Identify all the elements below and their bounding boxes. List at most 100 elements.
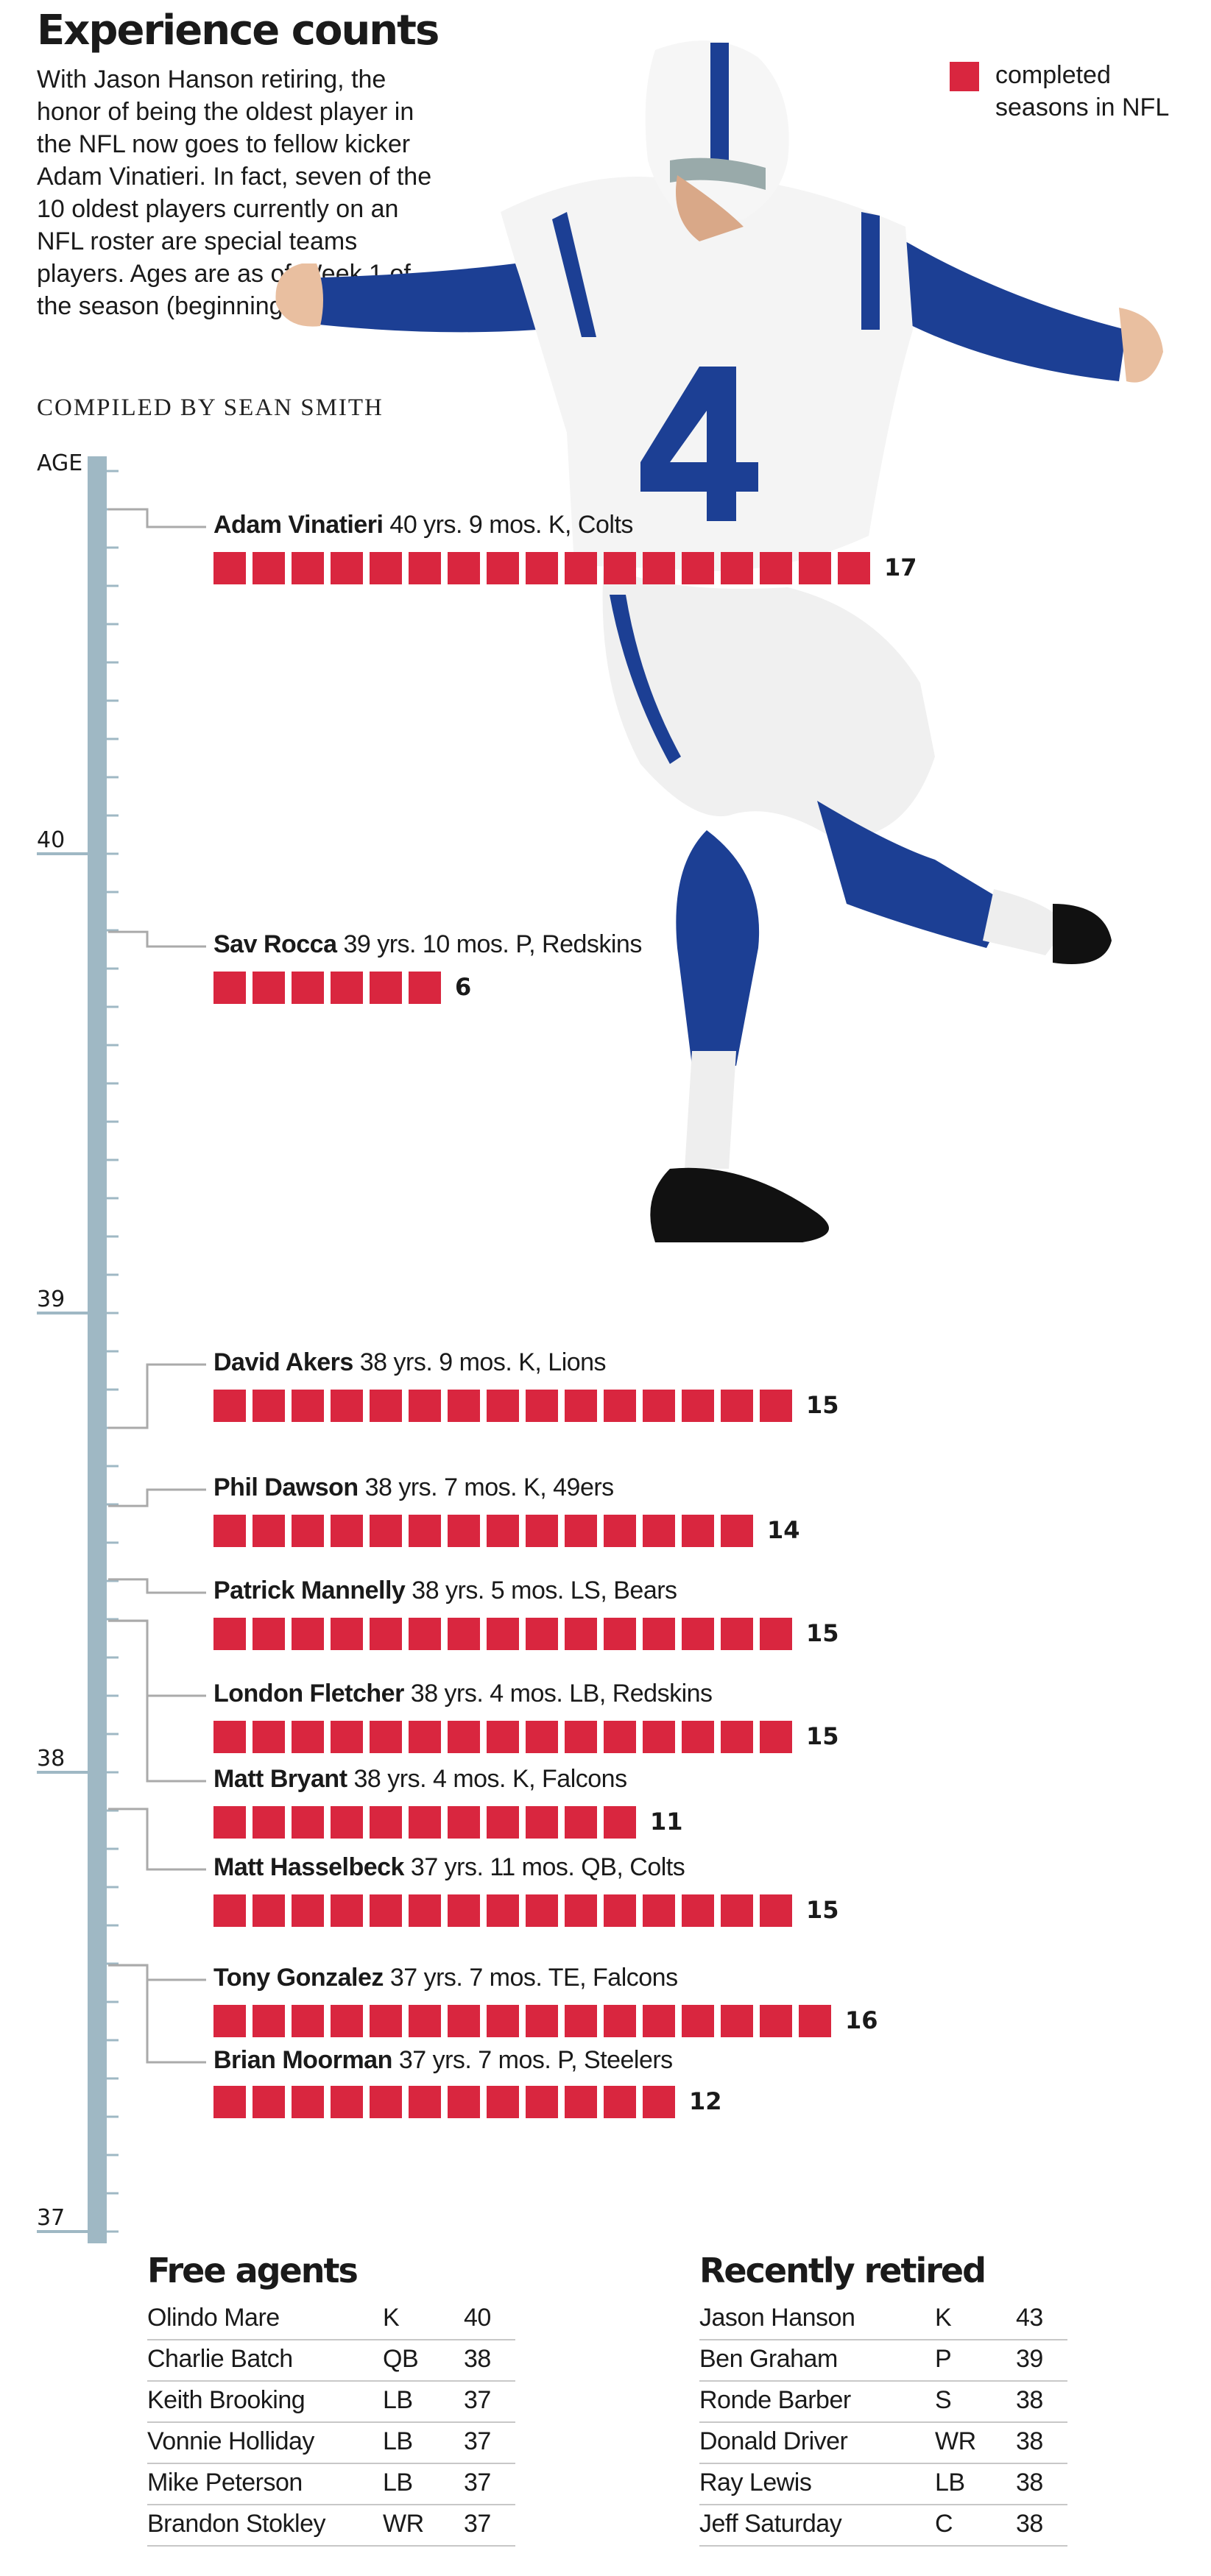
season-square [760,1618,792,1650]
season-square [370,1618,402,1650]
player-name-cell: Olindo Mare [147,2304,280,2332]
axis-bar [88,456,107,2243]
season-square [604,2086,636,2118]
connector-line [108,1363,206,1429]
player-name-cell: Donald Driver [699,2427,848,2455]
season-square [604,552,636,584]
legend-label: completed seasons in NFL [995,61,1170,121]
player-detail: 38 yrs. 7 mos. K, 49ers [364,1473,615,1501]
season-square [799,552,831,584]
age-cell: 37 [464,2386,491,2414]
season-square [604,2005,636,2037]
season-square [331,1721,363,1753]
season-square [409,1618,441,1650]
season-square [213,1618,246,1650]
season-square [448,2005,480,2037]
season-square [565,1806,597,1839]
table-row: Olindo Mare K 40 [147,2299,515,2340]
player-name-cell: Ben Graham [699,2345,838,2373]
season-square [487,1618,519,1650]
age-tick-label: 38 [37,1746,66,1772]
table-row: Keith Brooking LB 37 [147,2382,515,2423]
season-count-label: 16 [845,2006,878,2034]
season-square [643,2086,675,2118]
table-row: Donald Driver WR 38 [699,2423,1067,2464]
season-square [213,1390,246,1422]
season-square [565,1390,597,1422]
season-square [760,2005,792,2037]
season-square [253,1806,285,1839]
season-square [213,972,246,1004]
position-cell: LB [935,2469,965,2497]
season-square [526,2086,558,2118]
season-square [409,552,441,584]
player-label: Sav Rocca 39 yrs. 10 mos. P, Redskins [213,930,642,959]
player-label: Patrick Mannelly 38 yrs. 5 mos. LS, Bear… [213,1577,677,1605]
season-square [370,552,402,584]
season-square [760,1894,792,1927]
season-count-label: 15 [806,1391,839,1419]
table-row: Jason Hanson K 43 [699,2299,1067,2340]
player-name: Brian Moorman [213,2046,392,2074]
season-square [370,1721,402,1753]
season-square [409,1721,441,1753]
season-square [682,1894,714,1927]
season-square [331,2086,363,2118]
season-square [721,2005,753,2037]
season-square [721,1721,753,1753]
player-name-cell: Jason Hanson [699,2304,855,2332]
season-square [448,1721,480,1753]
player-detail: 38 yrs. 9 mos. K, Lions [359,1348,607,1376]
season-square [604,1721,636,1753]
season-count-label: 15 [806,1722,839,1750]
season-square [253,1390,285,1422]
season-square [409,1806,441,1839]
season-square [643,552,675,584]
season-square [370,2086,402,2118]
season-square [448,1390,480,1422]
season-count-label: 15 [806,1896,839,1924]
season-square [331,552,363,584]
season-square [448,2086,480,2118]
table-row: Vonnie Holliday LB 37 [147,2423,515,2464]
season-square [213,1806,246,1839]
season-count-label: 11 [650,1808,683,1836]
season-square [370,972,402,1004]
season-square [682,1618,714,1650]
player-label: Tony Gonzalez 37 yrs. 7 mos. TE, Falcons [213,1964,678,1992]
season-square [213,1894,246,1927]
player-name-cell: Ray Lewis [699,2469,812,2497]
season-square [409,1894,441,1927]
position-cell: P [935,2345,952,2373]
player-name-cell: Mike Peterson [147,2469,303,2497]
season-square [331,2005,363,2037]
age-cell: 37 [464,2510,491,2538]
season-square [487,2005,519,2037]
age-cell: 38 [1016,2510,1043,2538]
season-square [799,2005,831,2037]
player-detail: 40 yrs. 9 mos. K, Colts [389,511,633,539]
season-square [565,1894,597,1927]
season-square [213,2005,246,2037]
season-square [253,2005,285,2037]
season-square [604,1618,636,1650]
season-count-label: 15 [806,1619,839,1647]
season-square [682,552,714,584]
season-square [213,2086,246,2118]
player-detail: 38 yrs. 4 mos. K, Falcons [353,1765,627,1793]
player-name: London Fletcher [213,1680,404,1708]
season-square [253,552,285,584]
season-count-label: 6 [455,973,472,1001]
season-square [487,1806,519,1839]
position-cell: K [935,2304,952,2332]
season-square [643,1515,675,1547]
position-cell: LB [383,2469,413,2497]
season-square [448,1894,480,1927]
season-square [370,2005,402,2037]
player-label: Phil Dawson 38 yrs. 7 mos. K, 49ers [213,1473,614,1502]
position-cell: LB [383,2386,413,2414]
season-square [487,552,519,584]
connector-line [108,930,206,948]
season-square [565,2005,597,2037]
season-square [526,2005,558,2037]
